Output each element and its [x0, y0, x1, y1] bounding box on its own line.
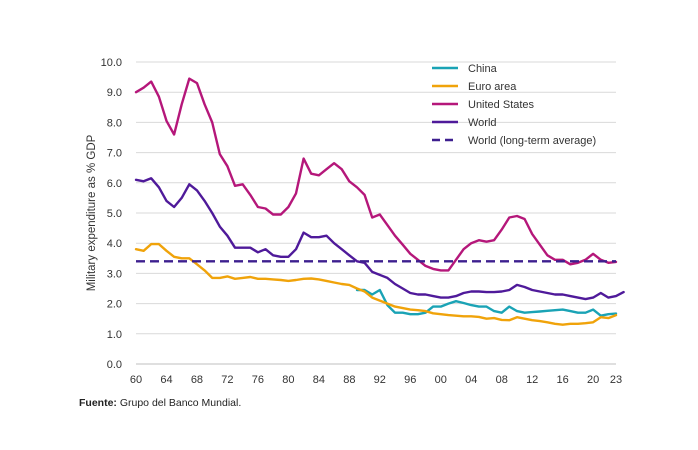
y-tick-label: 10.0	[101, 57, 122, 69]
x-tick-label: 88	[343, 374, 355, 386]
series-lines	[134, 77, 625, 326]
gridlines	[136, 61, 616, 335]
series-line-united-states	[134, 77, 618, 272]
x-tick-label: 16	[557, 374, 569, 386]
y-tick-label: 0.0	[107, 359, 122, 371]
source-text: Grupo del Banco Mundial.	[119, 397, 242, 409]
source-note: Fuente: Grupo del Banco Mundial.	[79, 397, 241, 409]
legend: China Euro area United States World World (l…	[432, 63, 596, 147]
x-axis-ticks: 60 64 68 72 76 80 84 88 92 96 00 04 08 12 16 20 23	[130, 374, 622, 386]
x-tick-label: 76	[252, 374, 264, 386]
x-tick-label: 60	[130, 374, 142, 386]
y-tick-label: 8.0	[107, 117, 122, 129]
x-tick-label: 68	[191, 374, 203, 386]
x-tick-label: 92	[374, 374, 386, 386]
y-tick-label: 5.0	[107, 208, 122, 220]
series-line-china	[355, 288, 618, 317]
x-tick-label: 96	[404, 374, 416, 386]
y-tick-label: 4.0	[107, 238, 122, 250]
x-tick-label: 08	[496, 374, 508, 386]
series-line-world	[134, 177, 625, 301]
y-axis-ticks: 0.0 1.0 2.0 3.0 4.0 5.0 6.0 7.0 8.0 9.0 10.0	[101, 57, 122, 371]
x-tick-label: 12	[526, 374, 538, 386]
y-tick-label: 2.0	[107, 299, 122, 311]
x-tick-label: 20	[587, 374, 599, 386]
y-tick-label: 6.0	[107, 178, 122, 190]
series-line-euro-area	[134, 242, 618, 326]
legend-label-world-long-term-average: World (long-term average)	[468, 135, 596, 147]
x-tick-label: 80	[282, 374, 294, 386]
x-tick-label: 84	[313, 374, 325, 386]
legend-label-china: China	[468, 63, 498, 75]
y-tick-label: 9.0	[107, 87, 122, 99]
source-label: Fuente:	[79, 397, 117, 409]
x-tick-label: 72	[221, 374, 233, 386]
x-tick-label: 64	[160, 374, 172, 386]
y-tick-label: 7.0	[107, 148, 122, 160]
y-tick-label: 1.0	[107, 329, 122, 341]
y-tick-label: 3.0	[107, 268, 122, 280]
x-tick-label: 00	[435, 374, 447, 386]
x-tick-label: 04	[465, 374, 477, 386]
legend-label-euro-area: Euro area	[468, 81, 517, 93]
legend-label-united-states: United States	[468, 99, 535, 111]
y-axis-label: Military expenditure as % GDP	[86, 134, 98, 291]
legend-label-world: World	[468, 117, 497, 129]
x-tick-label: 23	[610, 374, 622, 386]
